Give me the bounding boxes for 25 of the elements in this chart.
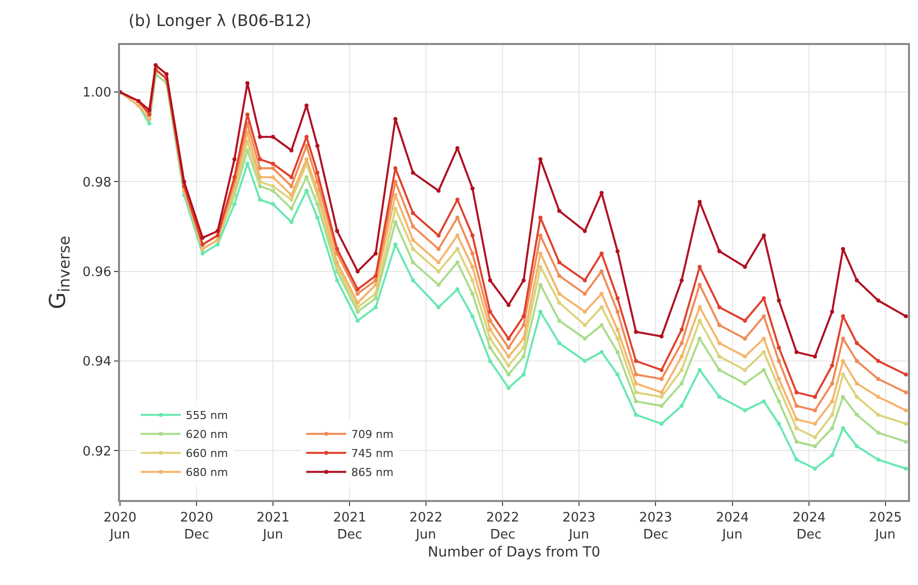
x-tick-label: 2020 Dec <box>180 510 214 542</box>
y-tick-label: 0.94 <box>82 354 112 370</box>
legend-label: 709 nm <box>351 428 394 442</box>
x-tick-label: 2021 Dec <box>333 510 366 542</box>
x-tick-label: 2021 Jun <box>256 510 290 542</box>
legend-label: 555 nm <box>186 409 228 422</box>
y-tick-label: 0.98 <box>82 175 112 190</box>
legend-label: 620 nm <box>186 428 228 442</box>
x-tick-label: 2023 Jun <box>562 510 596 542</box>
legend-label: 745 nm <box>351 447 394 460</box>
y-tick-label: 0.96 <box>82 264 112 280</box>
x-tick-label: 2023 Dec <box>639 510 672 542</box>
legend-label: 680 nm <box>186 466 228 480</box>
y-tick-label: 0.92 <box>82 444 112 460</box>
y-tick-label: 1.00 <box>82 86 112 101</box>
x-tick-label: 2022 Jun <box>409 510 443 542</box>
x-tick-label: 2022 Dec <box>486 510 520 542</box>
x-tick-label: 2024 Dec <box>792 510 826 542</box>
legend-label: 865 nm <box>351 466 394 480</box>
chart-title: (b) Longer λ (B06-B12) <box>128 10 312 30</box>
x-axis-title: Number of Days from T0 <box>428 544 600 560</box>
legend-label: 660 nm <box>186 447 228 460</box>
x-tick-label: 2020 Jun <box>103 510 137 542</box>
x-tick-label: 2024 Jun <box>716 510 749 542</box>
x-tick-label: 2025 Jun <box>868 510 902 542</box>
